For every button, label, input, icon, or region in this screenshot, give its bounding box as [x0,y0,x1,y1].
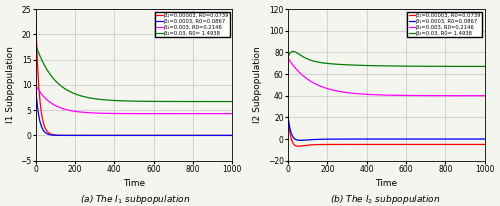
β₂=0.00003, R0=0.0739 [108,134,114,137]
β₂=0.0003, R0=0.0867 [360,138,366,140]
Line: β₂=0.03, R0= 1.4938: β₂=0.03, R0= 1.4938 [288,52,485,66]
β₂=0.00003, R0=0.0739 [482,143,488,146]
β₂=0.00003, R0=0.0739 [76,134,82,137]
β₂=0.0003, R0=0.0867 [230,134,235,137]
β₂=0.00003, R0=0.0739 [308,144,314,146]
β₂=0.0003, R0=0.0867 [285,114,291,116]
β₂=0.03, R0= 1.4938 [66,90,72,93]
β₂=0.0003, R0=0.0867 [319,138,325,140]
β₂=0.0003, R0=0.0867 [308,138,314,141]
β₂=0.00003, R0=0.0739 [226,134,232,137]
β₂=0.00003, R0=0.0739 [32,8,38,10]
β₂=0.00003, R0=0.0739 [230,134,235,137]
β₂=0.03, R0= 1.4938 [226,100,232,103]
β₂=0.003, R0=0.2146 [32,84,38,86]
β₂=0.03, R0= 1.4938 [116,99,122,102]
β₂=0.03, R0= 1.4938 [204,100,210,103]
β₂=0.03, R0= 1.4938 [290,50,296,53]
β₂=0.003, R0=0.2146 [204,112,210,115]
β₂=0.03, R0= 1.4938 [55,82,61,84]
β₂=0.003, R0=0.2146 [369,93,375,96]
β₂=0.0003, R0=0.0867 [369,138,375,140]
β₂=0.03, R0= 1.4938 [108,99,114,102]
β₂=0.00003, R0=0.0739 [55,134,61,137]
β₂=0.003, R0=0.2146 [482,95,488,97]
β₂=0.00003, R0=0.0739 [66,134,72,137]
Y-axis label: I1 Subpopulation: I1 Subpopulation [6,46,15,123]
β₂=0.03, R0= 1.4938 [319,62,325,64]
β₂=0.0003, R0=0.0867 [78,134,84,137]
Legend: β₂=0.00003, R0=0.0739, β₂=0.0003, R0=0.0867, β₂=0.003, R0=0.2146, β₂=0.03, R0= 1: β₂=0.00003, R0=0.0739, β₂=0.0003, R0=0.0… [154,12,230,37]
Text: (a) The $I_1$ subpopulation: (a) The $I_1$ subpopulation [80,193,190,206]
β₂=0.00003, R0=0.0739 [456,143,462,146]
Legend: β₂=0.00003, R0=0.0739, β₂=0.0003, R0=0.0867, β₂=0.003, R0=0.2146, β₂=0.03, R0= 1: β₂=0.00003, R0=0.0739, β₂=0.0003, R0=0.0… [407,12,482,37]
β₂=0.003, R0=0.2146 [478,95,484,97]
Line: β₂=0.0003, R0=0.0867: β₂=0.0003, R0=0.0867 [288,115,485,140]
β₂=0.00003, R0=0.0739 [319,143,325,146]
β₂=0.00003, R0=0.0739 [296,145,302,147]
β₂=0.03, R0= 1.4938 [482,65,488,68]
β₂=0.00003, R0=0.0739 [204,134,210,137]
β₂=0.03, R0= 1.4938 [32,43,38,46]
β₂=0.003, R0=0.2146 [108,112,114,115]
X-axis label: Time: Time [376,179,398,188]
X-axis label: Time: Time [123,179,145,188]
β₂=0.0003, R0=0.0867 [298,139,304,142]
β₂=0.00003, R0=0.0739 [116,134,122,137]
β₂=0.03, R0= 1.4938 [308,59,314,61]
β₂=0.003, R0=0.2146 [308,80,314,82]
Line: β₂=0.03, R0= 1.4938: β₂=0.03, R0= 1.4938 [36,44,232,102]
β₂=0.003, R0=0.2146 [285,57,291,59]
β₂=0.0003, R0=0.0867 [32,84,38,86]
β₂=0.003, R0=0.2146 [55,105,61,108]
β₂=0.03, R0= 1.4938 [456,65,462,68]
β₂=0.03, R0= 1.4938 [360,64,366,67]
β₂=0.003, R0=0.2146 [360,93,366,95]
Line: β₂=0.003, R0=0.2146: β₂=0.003, R0=0.2146 [288,58,485,96]
β₂=0.03, R0= 1.4938 [478,65,484,68]
β₂=0.003, R0=0.2146 [456,94,462,97]
β₂=0.0003, R0=0.0867 [482,138,488,140]
Text: (b) The $I_2$ subpopulation: (b) The $I_2$ subpopulation [330,193,440,206]
Y-axis label: I2 Subpopulation: I2 Subpopulation [253,47,262,123]
β₂=0.003, R0=0.2146 [66,109,72,112]
β₂=0.00003, R0=0.0739 [478,143,484,146]
β₂=0.03, R0= 1.4938 [285,57,291,59]
β₂=0.0003, R0=0.0867 [108,134,114,137]
β₂=0.0003, R0=0.0867 [55,134,61,137]
β₂=0.0003, R0=0.0867 [204,134,210,137]
Line: β₂=0.003, R0=0.2146: β₂=0.003, R0=0.2146 [36,85,232,114]
β₂=0.003, R0=0.2146 [230,112,235,115]
Line: β₂=0.00003, R0=0.0739: β₂=0.00003, R0=0.0739 [36,9,232,135]
β₂=0.0003, R0=0.0867 [226,134,232,137]
β₂=0.0003, R0=0.0867 [116,134,122,137]
β₂=0.00003, R0=0.0739 [285,114,291,116]
β₂=0.00003, R0=0.0739 [369,143,375,146]
Line: β₂=0.00003, R0=0.0739: β₂=0.00003, R0=0.0739 [288,115,485,146]
β₂=0.0003, R0=0.0867 [66,134,72,137]
β₂=0.03, R0= 1.4938 [230,100,235,103]
β₂=0.00003, R0=0.0739 [360,143,366,146]
β₂=0.003, R0=0.2146 [116,112,122,115]
β₂=0.0003, R0=0.0867 [456,138,462,140]
β₂=0.0003, R0=0.0867 [478,138,484,140]
β₂=0.03, R0= 1.4938 [369,64,375,67]
β₂=0.003, R0=0.2146 [319,85,325,88]
Line: β₂=0.0003, R0=0.0867: β₂=0.0003, R0=0.0867 [36,85,232,135]
β₂=0.003, R0=0.2146 [226,112,232,115]
